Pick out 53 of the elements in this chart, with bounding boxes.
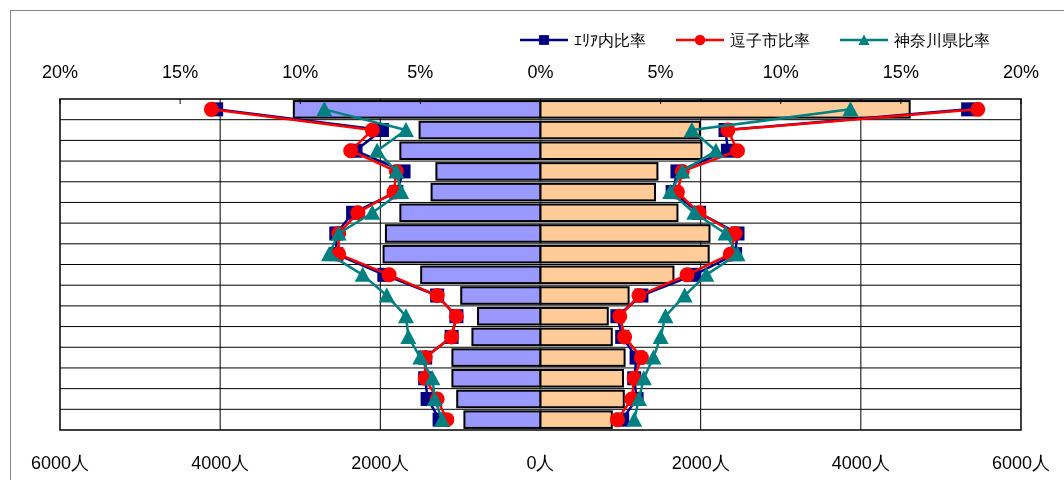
x-tick-label: 0人 xyxy=(526,453,555,473)
point xyxy=(679,267,695,283)
point xyxy=(316,101,333,117)
point xyxy=(717,225,734,241)
point xyxy=(730,143,746,159)
point xyxy=(633,350,649,366)
point xyxy=(609,412,625,428)
point xyxy=(645,349,662,365)
point xyxy=(343,143,359,159)
point xyxy=(970,101,986,117)
x2-tick-label: 10% xyxy=(282,62,319,82)
point xyxy=(397,122,414,138)
x2-tick-label: 0% xyxy=(527,62,554,82)
legend-label: 逗子市比率 xyxy=(730,32,810,49)
point xyxy=(378,287,395,303)
legend-label: ｴﾘｱ内比率 xyxy=(574,32,646,49)
point xyxy=(698,266,715,282)
point xyxy=(393,184,410,200)
x2-tick-label: 15% xyxy=(162,62,199,82)
x2-tick-label: 15% xyxy=(882,62,919,82)
point xyxy=(657,308,674,324)
x2-tick-label: 5% xyxy=(647,62,674,82)
x-tick-label: 2000人 xyxy=(671,453,730,473)
point xyxy=(635,370,652,386)
point xyxy=(203,101,219,117)
point xyxy=(424,370,441,386)
x-tick-label: 2000人 xyxy=(351,453,410,473)
point xyxy=(412,349,429,365)
point xyxy=(321,246,338,262)
point xyxy=(676,287,693,303)
point xyxy=(707,142,724,158)
point xyxy=(683,122,700,138)
legend-label: 神奈川県比率 xyxy=(894,32,990,49)
point xyxy=(397,308,414,324)
point xyxy=(369,142,386,158)
x2-tick-label: 5% xyxy=(407,62,434,82)
point xyxy=(686,204,703,220)
point xyxy=(626,411,643,427)
point xyxy=(652,328,669,344)
point xyxy=(400,328,417,344)
point xyxy=(381,267,397,283)
point xyxy=(364,204,381,220)
point xyxy=(350,205,366,221)
point xyxy=(364,122,380,138)
x2-tick-label: 20% xyxy=(1002,62,1040,82)
x-tick-label: 6000人 xyxy=(30,453,90,473)
x2-tick-label: 10% xyxy=(762,62,799,82)
x2-tick-label: 20% xyxy=(41,62,79,82)
x-tick-label: 6000人 xyxy=(991,453,1051,473)
x-tick-label: 4000人 xyxy=(831,453,890,473)
point xyxy=(354,266,371,282)
x-tick-label: 4000人 xyxy=(191,453,250,473)
point xyxy=(842,101,859,117)
